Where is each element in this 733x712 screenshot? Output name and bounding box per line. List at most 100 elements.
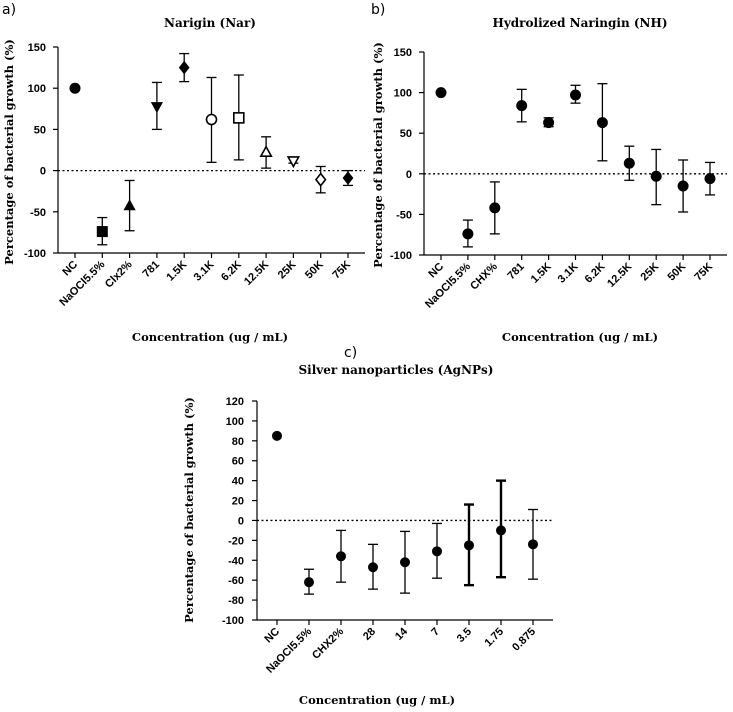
panel-a-y-tick-label: 50 — [34, 124, 46, 136]
panel-b-x-tick-label: 75K — [692, 261, 715, 284]
panel-c-letter: c) — [344, 345, 357, 361]
panel-a-x-axis-label: Concentration (ug / mL) — [132, 330, 288, 344]
panel-b-data-point — [543, 117, 555, 129]
panel-b-x-tick-label: 12.5K — [605, 261, 634, 290]
panel-a-title: Narigin (Nar) — [164, 16, 256, 30]
panel-c-x-tick-label: 3.5 — [455, 626, 474, 645]
panel-c-y-tick-label: -100 — [222, 615, 244, 627]
panel-a-y-axis-label: Percentage of bacterial growth (%) — [2, 39, 16, 265]
panel-b-data-point — [489, 202, 501, 214]
panel-b-data-point — [570, 89, 581, 101]
panel-c-y-tick-label: 0 — [238, 515, 244, 527]
panel-c-x-axis-label: Concentration (ug / mL) — [299, 693, 455, 707]
panel-a-x-tick-label: 50K — [303, 259, 326, 282]
panel-b-x-tick-label: 25K — [639, 261, 662, 284]
panel-c-y-tick-label: 100 — [226, 416, 244, 428]
panel-b-y-axis-label: Percentage of bacterial growth (%) — [371, 42, 385, 268]
panel-b-data-point — [516, 100, 528, 112]
panel-a-y-tick-label: 100 — [28, 83, 46, 95]
panel-a-y-tick-label: 0 — [40, 166, 46, 178]
panel-c-x-tick-label: 0.875 — [510, 626, 538, 654]
panel-b-x-axis-label: Concentration (ug / mL) — [502, 330, 658, 344]
panel-a-x-tick-label: 6.2K — [219, 259, 244, 284]
panel-a-data-point — [233, 112, 245, 124]
panel-b-letter: b) — [371, 2, 385, 18]
panel-b-x-tick-label: CHX% — [468, 260, 500, 292]
panel-a-data-point — [96, 226, 108, 238]
panel-a-x-tick-label: 3.1K — [192, 259, 217, 284]
panel-a-data-point — [314, 172, 327, 187]
panel-c-data-point — [496, 525, 506, 536]
panel-c-y-tick-label: 120 — [226, 396, 244, 408]
panel-a-x-tick-label: Clx2% — [103, 258, 135, 290]
panel-a: a) Narigin (Nar) Concentration (ug / mL)… — [2, 2, 365, 344]
panel-b-x-tick-label: NC — [426, 261, 446, 281]
panel-a-x-tick-label: 1.5K — [164, 259, 189, 284]
panel-b-y-tick-label: -50 — [396, 209, 412, 221]
panel-c-data-point — [336, 551, 346, 562]
panel-b-data-point — [650, 170, 662, 182]
panel-a-data-point — [259, 145, 273, 158]
panel-b-y-tick-label: 50 — [400, 128, 412, 140]
panel-c-data-point — [464, 540, 474, 551]
panel-b-x-tick-label: 1.5K — [529, 261, 554, 286]
panel-a-data-point — [123, 199, 136, 211]
panel-b-x-tick-label: 6.2K — [583, 261, 608, 286]
panel-a-data-point — [150, 102, 163, 114]
panel-a-x-tick-label: 781 — [141, 259, 162, 280]
panel-c-data-point — [432, 546, 442, 557]
panel-b-data-point — [677, 180, 689, 192]
panel-c-plot: -100-80-60-40-20020406080100120NCNaOCl5.… — [222, 396, 553, 676]
panel-c-y-tick-label: 60 — [232, 456, 244, 468]
panel-b-data-point — [462, 228, 474, 240]
panel-c-x-tick-label: 1.75 — [482, 626, 506, 650]
panel-b-data-point — [623, 157, 635, 169]
panel-a-data-point — [178, 60, 190, 75]
panel-a-y-tick-label: -50 — [30, 207, 46, 219]
panel-c-data-point — [528, 539, 538, 550]
panel-a-data-point — [205, 113, 218, 126]
panel-b-y-tick-label: -100 — [390, 250, 412, 262]
panel-a-data-point — [286, 156, 301, 169]
panel-c-y-axis-label: Percentage of bacterial growth (%) — [182, 397, 196, 623]
panel-b-x-tick-label: 781 — [505, 261, 526, 282]
panel-a-x-tick-label: 25K — [276, 259, 299, 282]
panel-c-y-tick-label: 40 — [232, 476, 244, 488]
panel-b-data-point — [704, 173, 716, 185]
panel-c-data-point — [368, 562, 378, 573]
panel-a-letter: a) — [2, 2, 16, 18]
panel-b: b) Hydrolized Naringin (NH) Concentratio… — [371, 2, 727, 344]
panel-a-data-point — [342, 171, 354, 185]
panel-c-x-tick-label: 7 — [429, 626, 442, 639]
panel-c-data-point — [272, 430, 282, 441]
panel-c-x-tick-label: CHX2% — [310, 625, 346, 661]
panel-b-x-tick-label: 3.1K — [556, 261, 581, 286]
panel-c-data-point — [400, 557, 410, 568]
panel-c-y-tick-label: -20 — [228, 535, 244, 547]
panel-b-y-tick-label: 100 — [394, 88, 412, 100]
panel-c-data-point — [304, 577, 314, 588]
panel-c-y-tick-label: 80 — [232, 436, 244, 448]
panel-c-x-tick-label: 28 — [361, 626, 378, 643]
panel-b-title: Hydrolized Naringin (NH) — [492, 16, 667, 30]
panel-a-x-tick-label: 12.5K — [242, 259, 271, 288]
panel-c-x-tick-label: NC — [262, 626, 282, 646]
panel-c-y-tick-label: -60 — [228, 575, 244, 587]
panel-c-x-tick-label: 14 — [393, 625, 411, 643]
panel-c-y-tick-label: -80 — [228, 595, 244, 607]
panel-b-data-point — [435, 87, 447, 99]
panel-c-y-tick-label: 20 — [232, 496, 244, 508]
panel-c-y-tick-label: -40 — [228, 555, 244, 567]
panel-a-x-tick-label: NC — [60, 259, 80, 279]
panel-c: c) Silver nanoparticles (AgNPs) Concentr… — [182, 345, 553, 707]
panel-a-y-tick-label: 150 — [28, 42, 46, 54]
panel-b-x-tick-label: 50K — [665, 261, 688, 284]
panel-c-title: Silver nanoparticles (AgNPs) — [299, 363, 494, 377]
panel-b-data-point — [596, 117, 608, 129]
panel-a-x-tick-label: 75K — [330, 259, 353, 282]
panel-a-y-tick-label: -100 — [24, 248, 46, 260]
panel-b-y-tick-label: 0 — [406, 169, 412, 181]
